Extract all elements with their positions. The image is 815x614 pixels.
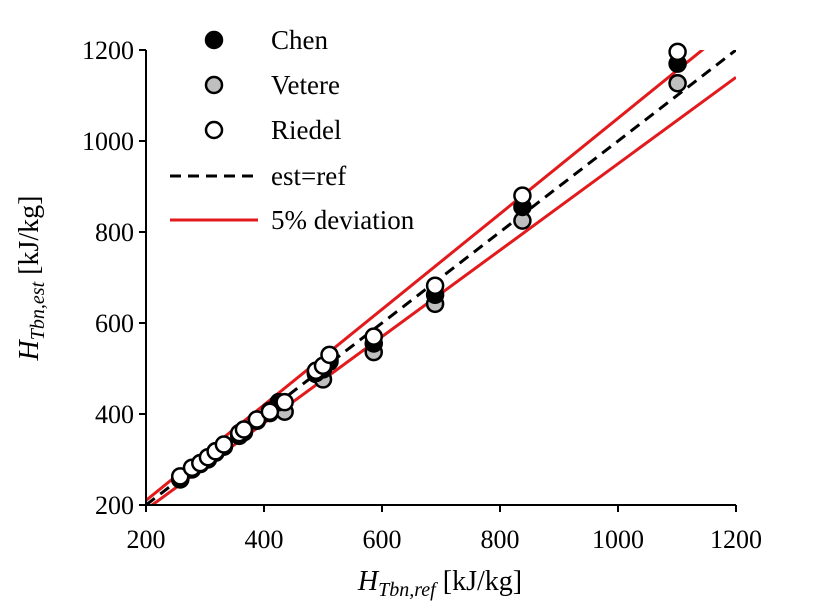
x-axis-title-unit: [kJ/kg] <box>436 566 522 597</box>
y-tick-label: 800 <box>95 218 134 247</box>
x-axis-title-main: H <box>357 566 380 597</box>
legend-item-riedel: Riedel <box>204 115 341 145</box>
point-riedel-16 <box>513 186 532 205</box>
point-riedel-10 <box>275 392 294 412</box>
y-tick-label: 400 <box>95 400 134 429</box>
y-tick-label: 600 <box>95 309 134 338</box>
legend-label: Chen <box>271 25 328 55</box>
x-tick-label: 400 <box>245 525 284 554</box>
x-tick-label: 800 <box>481 525 520 554</box>
identity-line <box>146 50 736 505</box>
y-tick-label: 1000 <box>82 127 134 156</box>
legend-label: 5% deviation <box>271 205 415 235</box>
x-tick-label: 600 <box>363 525 402 554</box>
legend-item-est-ref: est=ref <box>170 161 346 191</box>
legend: Chen Vetere Riedel est=ref 5% deviation <box>170 25 415 235</box>
data-points <box>170 42 687 489</box>
legend-label: Vetere <box>271 70 340 100</box>
y-axis-title-unit: [kJ/kg] <box>14 196 45 282</box>
y-axis-title: HTbn,est [kJ/kg] <box>14 196 49 362</box>
legend-marker-swatch <box>204 120 224 140</box>
point-riedel-5 <box>214 435 234 454</box>
point-riedel-14 <box>364 327 383 346</box>
axes: 200 400 600 800 1000 1200 200 400 600 800 1000 1200 <box>82 36 762 554</box>
x-tick-label: 1200 <box>710 525 762 554</box>
point-riedel-7 <box>234 420 254 439</box>
point-riedel-17 <box>668 42 687 62</box>
x-tick-label: 1000 <box>592 525 644 554</box>
x-axis-title-sub: Tbn,ref <box>378 579 438 601</box>
y-axis-title-sub: Tbn,est <box>27 281 49 340</box>
y-tick-label: 1200 <box>82 36 134 65</box>
point-riedel-15 <box>425 276 445 295</box>
point-riedel-9 <box>260 402 280 421</box>
legend-label: Riedel <box>271 115 341 145</box>
legend-marker-swatch <box>204 30 224 50</box>
y-tick-label: 200 <box>95 491 134 520</box>
legend-item-chen: Chen <box>204 25 328 55</box>
legend-marker-swatch <box>204 75 224 95</box>
legend-label: est=ref <box>271 161 346 191</box>
x-tick-label: 200 <box>127 525 166 554</box>
x-axis-title: HTbn,ref [kJ/kg] <box>357 566 522 601</box>
point-vetere-17 <box>668 73 687 93</box>
y-axis-title-main: H <box>14 338 45 361</box>
legend-item-5-deviation: 5% deviation <box>170 205 415 235</box>
point-riedel-13 <box>320 345 339 365</box>
legend-item-vetere: Vetere <box>204 70 340 100</box>
